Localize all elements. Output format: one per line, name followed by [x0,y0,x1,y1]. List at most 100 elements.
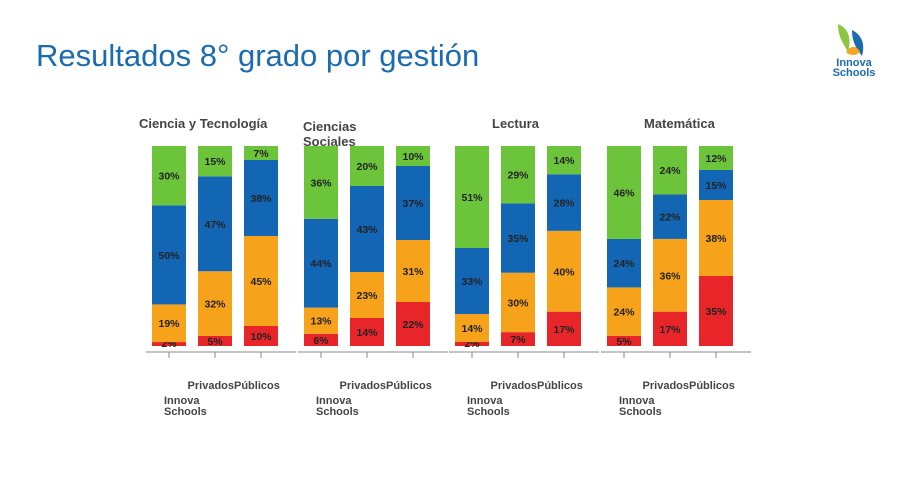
category-label: Privados [340,380,386,392]
bar-segment [547,311,581,346]
bar-segment [244,160,278,236]
data-label: 44% [310,258,332,270]
bar-segment [304,146,338,219]
category-label: Privados [643,380,689,392]
data-label: 51% [461,192,483,204]
bar-segment [198,176,232,272]
bar-segment [455,342,489,346]
bar-segment [607,335,641,346]
bar-segment [350,186,384,272]
data-label: 17% [659,324,681,336]
bar-segment [396,146,430,166]
bar-segment [547,230,581,312]
data-label: 32% [204,299,226,311]
data-label: 30% [507,297,529,309]
bar-segment [198,146,232,177]
bar-segment [699,146,733,170]
data-label: 36% [659,270,681,282]
data-label: 10% [402,151,424,163]
data-label: 15% [705,180,727,192]
bar-segment [653,238,687,312]
bar-segment [699,276,733,346]
data-label: 5% [207,336,223,348]
bar-segment [607,238,641,288]
bar-segment [547,146,581,175]
data-label: 43% [356,224,378,236]
data-label: 37% [402,198,424,210]
data-label: 50% [158,250,180,262]
bar-segment [699,170,733,200]
bar-segment [198,271,232,336]
logo-blue-leaf [852,30,864,56]
bar-segment [455,314,489,342]
data-label: 7% [510,334,526,346]
bar-segment [396,302,430,346]
logo-green-leaf [838,24,850,52]
bar-segment [152,304,186,343]
data-label: 35% [705,306,727,318]
data-label: 6% [313,335,329,347]
data-label: 36% [310,177,332,189]
bar-segment [501,146,535,204]
category-label: Públicos [537,380,583,392]
logo-text-line1: Innova [836,57,872,69]
data-label: 20% [356,161,378,173]
data-label: 17% [553,324,575,336]
data-label: 40% [553,266,575,278]
category-label-line2: Schools [316,406,359,418]
bar-segment [396,240,430,302]
category-label: Innova [467,395,503,407]
bar-segment [607,287,641,336]
data-label: 19% [158,318,180,330]
data-label: 35% [507,233,529,245]
bar-segment [152,342,186,346]
bar-segment [304,218,338,308]
panel-title: Ciencias [303,119,356,134]
panel-title-line2: Sociales [303,134,356,149]
bar-segment [653,146,687,195]
category-label: Innova [619,395,655,407]
bar-segment [501,203,535,273]
bar-segment [198,335,232,346]
data-label: 22% [402,319,424,331]
category-label-line2: Schools [619,406,662,418]
bar-segment [350,318,384,346]
panel-title: Matemática [644,116,716,131]
logo-orange-leaf [846,46,860,55]
data-label: 14% [553,155,575,167]
category-label: Públicos [689,380,735,392]
category-label: Públicos [234,380,280,392]
data-label: 24% [613,258,635,270]
bar-segment [653,311,687,346]
bar-segment [304,307,338,334]
data-label: 38% [705,233,727,245]
data-label: 24% [659,165,681,177]
data-label: 45% [250,276,272,288]
logo-text: Innova Schools [826,57,882,79]
data-label: 14% [461,323,483,335]
data-label: 30% [158,171,180,183]
bar-segment [501,332,535,346]
data-label: 5% [616,336,632,348]
panel-title: Ciencia y Tecnología [139,116,268,131]
bar-segment [244,326,278,346]
innova-schools-logo [838,24,864,56]
data-label: 46% [613,187,635,199]
data-label: 24% [613,307,635,319]
bar-segment [547,174,581,231]
bar-segment [396,166,430,240]
category-label: Innova [316,395,352,407]
bar-segment [152,146,186,206]
data-label: 31% [402,266,424,278]
data-label: 15% [204,156,226,168]
category-label: Públicos [386,380,432,392]
data-label: 28% [553,198,575,210]
slide-title: Resultados 8° grado por gestión [36,38,480,73]
bar-segment [152,205,186,305]
data-label: 14% [356,327,378,339]
category-label-line2: Schools [164,406,207,418]
logo-text-line2: Schools [832,67,876,79]
bar-segment [653,194,687,239]
bar-segment [304,333,338,346]
